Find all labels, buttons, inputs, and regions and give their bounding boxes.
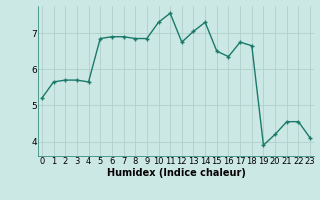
X-axis label: Humidex (Indice chaleur): Humidex (Indice chaleur) bbox=[107, 168, 245, 178]
